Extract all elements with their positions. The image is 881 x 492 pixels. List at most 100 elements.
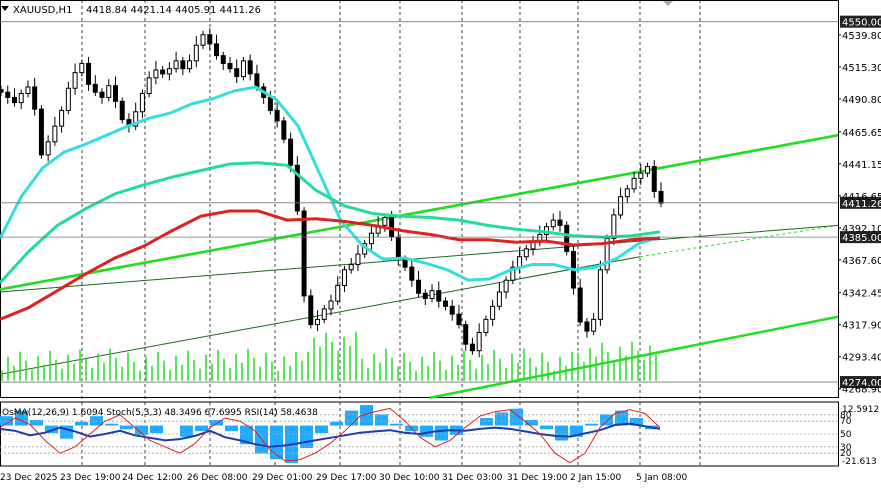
candle-body xyxy=(550,219,556,228)
time-axis-label: 2 Jan 15:00 xyxy=(570,473,622,483)
candle-body xyxy=(463,324,469,345)
oscillator-line-1 xyxy=(0,407,661,464)
candle-body xyxy=(79,62,85,74)
collapse-triangle-icon[interactable] xyxy=(1,6,9,11)
candle-body xyxy=(402,258,408,268)
candle-body xyxy=(301,210,307,297)
price-level-box xyxy=(840,15,881,28)
candle-body xyxy=(267,96,273,111)
candle-body xyxy=(658,190,664,204)
candle-body xyxy=(645,166,651,174)
candle-body xyxy=(564,224,570,252)
price-level-label: 4385.00 xyxy=(842,233,881,244)
price-tick-label: 4416.65 xyxy=(842,192,881,203)
time-axis-label: 29 Dec 17:00 xyxy=(316,473,377,483)
osma-bar xyxy=(570,425,583,437)
candle-body xyxy=(106,85,112,98)
trend-channel xyxy=(0,134,839,399)
candle-body xyxy=(72,72,78,89)
candle-body xyxy=(294,164,300,212)
price-level-box xyxy=(840,231,881,244)
candle-body xyxy=(584,321,590,332)
candle-body xyxy=(0,89,4,93)
candle-body xyxy=(45,141,51,156)
price-axis: 4539.80 4515.30 4490.80 4465.65 4441.15 4416.… xyxy=(838,31,881,396)
candle-body xyxy=(187,60,193,70)
osma-bar xyxy=(300,425,313,449)
time-axis-label: 23 Dec 19:00 xyxy=(60,473,121,483)
candle-body xyxy=(65,87,71,111)
price-tick-label: 4441.15 xyxy=(842,160,881,171)
channel-upper-line xyxy=(0,134,839,291)
candle-body xyxy=(469,343,475,352)
scroll-marker-icon[interactable] xyxy=(663,1,673,6)
indicators-label: OsMA(12,26,9) 1.6094 Stoch(5,3,3) 48.349… xyxy=(2,408,318,418)
candle-body xyxy=(382,217,388,226)
price-tick-label: 4465.65 xyxy=(842,128,881,139)
osma-bar xyxy=(45,425,58,434)
moving-averages xyxy=(0,85,661,321)
candle-body xyxy=(523,248,529,258)
candle-body xyxy=(517,256,523,268)
candle-body xyxy=(611,214,617,239)
candle-body xyxy=(341,269,347,286)
price-level-label: 4274.00 xyxy=(842,378,881,389)
candle-body xyxy=(429,290,435,299)
candle-body xyxy=(442,300,448,307)
ma-line-2 xyxy=(0,209,661,321)
oscillator-level-label: 80 xyxy=(840,411,852,421)
candle-body xyxy=(449,305,455,315)
oscillator-level-label: 20 xyxy=(840,449,852,459)
candle-body xyxy=(315,318,321,326)
oscillator-level-label: 50 xyxy=(840,430,852,440)
price-tick-label: 4293.40 xyxy=(842,353,881,364)
osma-bar xyxy=(195,425,208,432)
oscillator-line-0 xyxy=(0,422,661,448)
osma-bar xyxy=(120,425,133,430)
candle-body xyxy=(193,44,199,62)
candle-body xyxy=(133,111,139,127)
candle-body xyxy=(368,232,374,245)
osma-bar xyxy=(105,423,118,426)
candle-body xyxy=(510,266,516,281)
osma-bar xyxy=(600,414,613,426)
main-panel-frame xyxy=(0,0,839,398)
candle-body xyxy=(288,138,294,166)
candle-body xyxy=(496,291,502,307)
candle-body xyxy=(59,109,65,127)
price-level-box xyxy=(840,196,881,209)
candle-body xyxy=(86,62,92,85)
time-axis-label: 31 Dec 03:00 xyxy=(442,473,503,483)
candle-body xyxy=(355,253,361,266)
osma-bar xyxy=(420,425,433,437)
channel-mid-line xyxy=(0,256,641,375)
price-level-label: 4411.26 xyxy=(842,199,881,210)
price-tick-label: 4317.90 xyxy=(842,321,881,332)
osma-bar xyxy=(525,419,538,426)
candle-body xyxy=(139,92,145,113)
candle-body xyxy=(321,308,327,320)
candle-body xyxy=(146,77,152,94)
osma-bar xyxy=(390,423,403,426)
osma-bar xyxy=(360,404,373,426)
price-levels: 4550.00 4411.26 4385.00 4274.00 xyxy=(0,15,881,389)
osma-bar xyxy=(135,425,148,435)
candle-body xyxy=(651,166,657,192)
candle-body xyxy=(557,219,563,226)
candle-body xyxy=(18,92,24,104)
price-tick-label: 4367.60 xyxy=(842,256,881,267)
osma-bar xyxy=(330,421,343,426)
osma-range-label: -21.613 xyxy=(842,457,877,467)
candle-body xyxy=(52,125,58,143)
price-tick-label: 4392.10 xyxy=(842,224,881,235)
candle-body xyxy=(227,62,233,70)
candle-body xyxy=(25,86,31,94)
candle-body xyxy=(436,290,442,302)
candle-body xyxy=(335,284,341,302)
osma-bar xyxy=(30,419,43,426)
candle-body xyxy=(207,34,213,45)
candle-body xyxy=(99,91,105,98)
candle-body xyxy=(166,68,172,75)
